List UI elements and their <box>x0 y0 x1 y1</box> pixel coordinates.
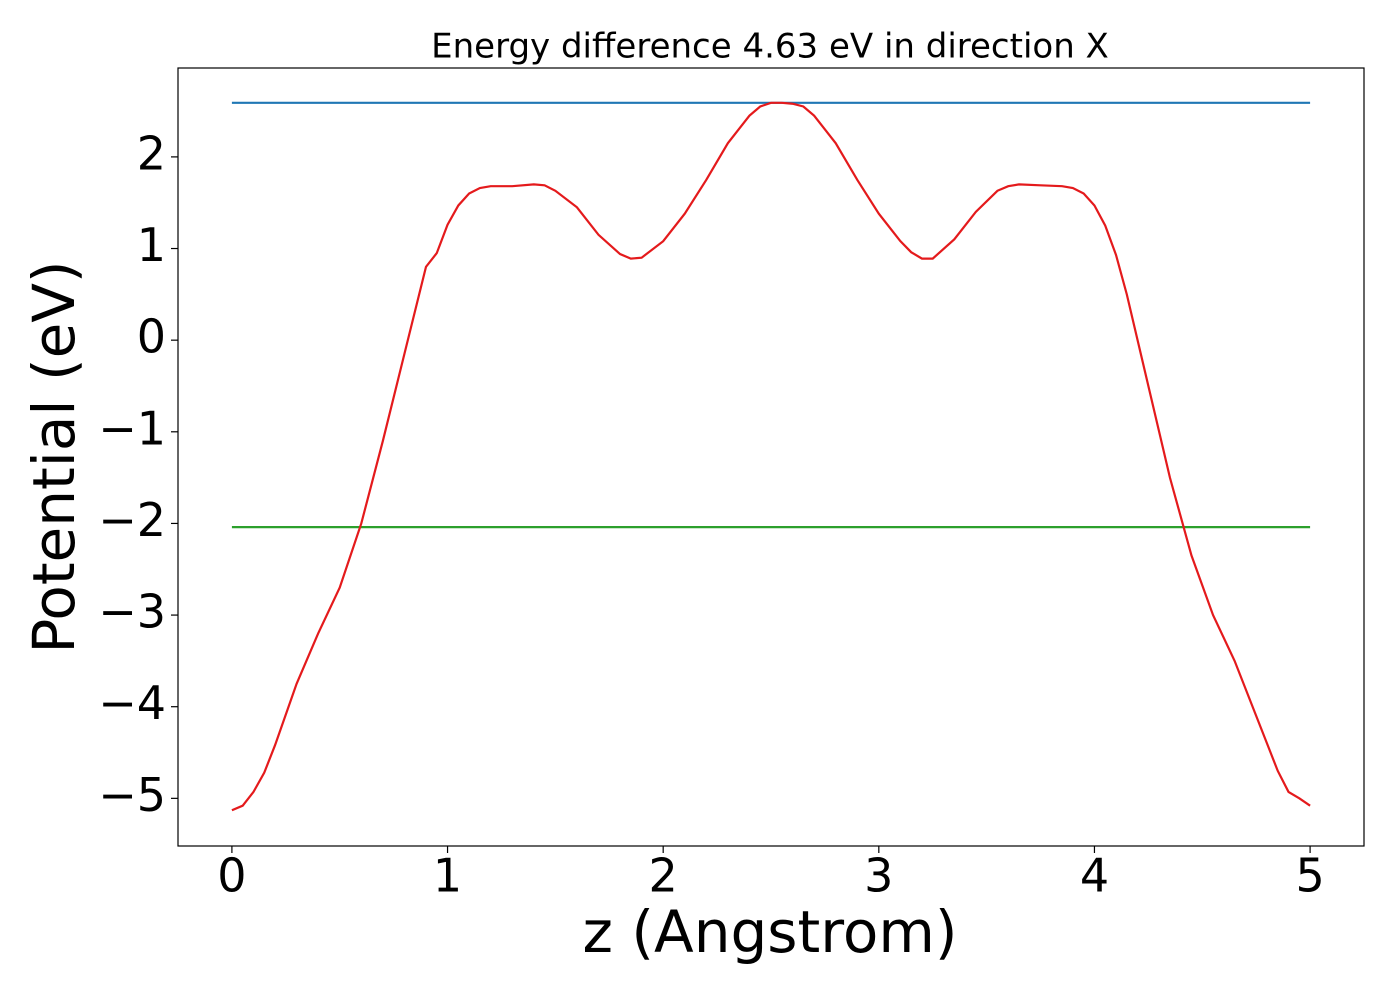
plot-frame <box>177 67 1365 847</box>
y-tick-label: −4 <box>98 676 166 730</box>
y-tick-label: 0 <box>137 310 166 364</box>
x-tick-label: 5 <box>1295 849 1324 903</box>
x-tick-label: 0 <box>217 849 246 903</box>
x-axis-label: z (Angstrom) <box>583 898 958 966</box>
y-tick-label: 1 <box>137 218 166 272</box>
y-tick-label: −1 <box>98 401 166 455</box>
y-tick-label: −3 <box>98 585 166 639</box>
y-tick-label: −2 <box>98 493 166 547</box>
y-tick-label: −5 <box>98 768 166 822</box>
y-tick-label: 2 <box>137 126 166 180</box>
chart-title: Energy difference 4.63 eV in direction X <box>431 27 1109 67</box>
y-axis-label: Potential (eV) <box>20 260 88 653</box>
x-tick-label: 3 <box>864 849 893 903</box>
x-tick-label: 1 <box>433 849 462 903</box>
x-tick-label: 4 <box>1080 849 1109 903</box>
x-tick-label: 2 <box>649 849 678 903</box>
line <box>231 101 1311 812</box>
